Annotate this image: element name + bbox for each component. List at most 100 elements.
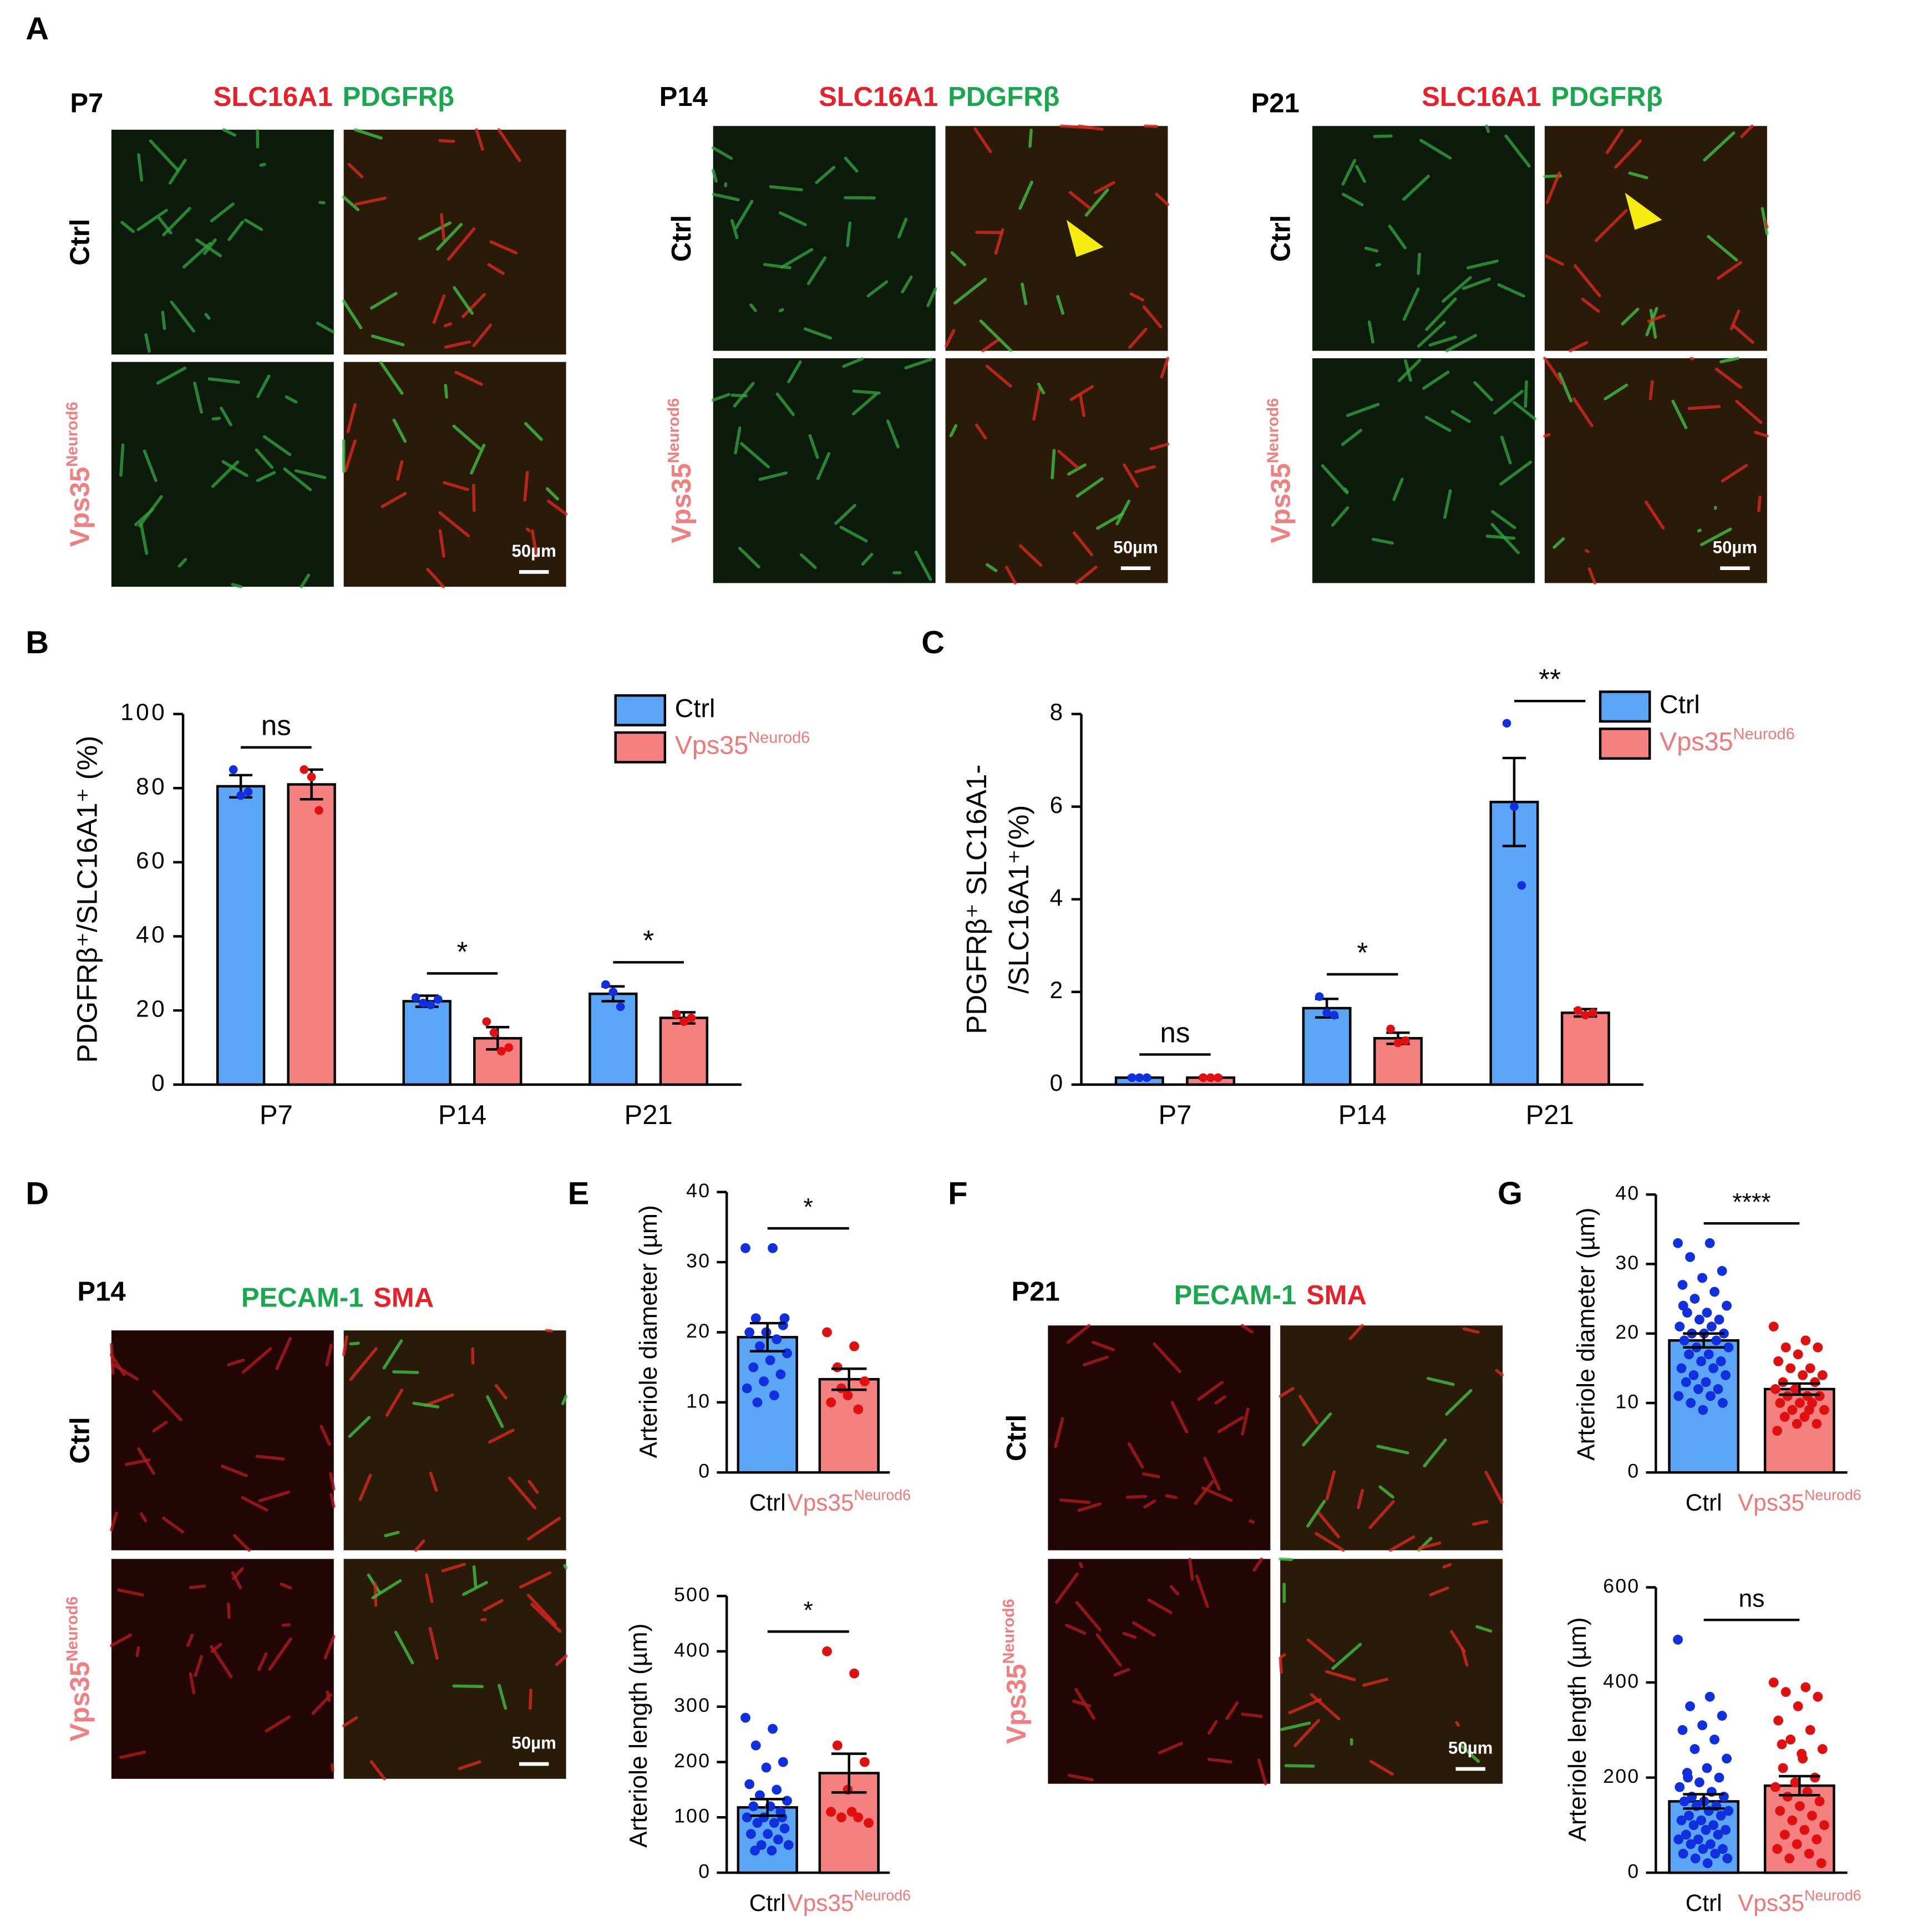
data-point [752, 1397, 763, 1407]
y-tick-label: 600 [1603, 1575, 1640, 1597]
vessel [1604, 383, 1628, 400]
vessel [1214, 1395, 1226, 1405]
bar [588, 992, 638, 1086]
row-label: Ctrl [1266, 215, 1296, 262]
vessel [1051, 449, 1056, 480]
vessel [475, 128, 484, 151]
row-label-main: Vps35 [65, 1661, 95, 1741]
vessel [316, 321, 334, 334]
bar [216, 785, 266, 1086]
vessel [1066, 1324, 1091, 1344]
vessel [342, 1335, 349, 1356]
micrograph [1312, 126, 1535, 351]
x-tick-label-main: Ctrl [1686, 1890, 1722, 1916]
bar [818, 1377, 880, 1474]
vessel [241, 1496, 268, 1512]
y-tick-label: 200 [674, 1750, 711, 1772]
vessel [1092, 1340, 1115, 1351]
data-point [307, 772, 316, 781]
data-point [1684, 1349, 1694, 1360]
data-point [1707, 1321, 1717, 1332]
vessel [1367, 320, 1374, 344]
vessel [255, 1455, 285, 1461]
vessel [1126, 1494, 1147, 1499]
vessel [497, 128, 521, 162]
vessel [382, 1339, 403, 1370]
vessel [462, 1581, 488, 1596]
data-point [1704, 1238, 1715, 1248]
vessel [342, 299, 363, 329]
significance-label: * [804, 1597, 813, 1624]
vessel [1155, 192, 1170, 206]
vessel [344, 439, 357, 472]
vessel [161, 311, 166, 331]
vessel [1378, 1485, 1394, 1499]
vessel [428, 1626, 439, 1660]
vessel [1472, 1519, 1489, 1526]
vessel [342, 195, 360, 211]
row-label: Ctrl [667, 215, 697, 262]
data-point [744, 1779, 755, 1789]
vessel [1426, 1377, 1455, 1386]
vessel [1028, 128, 1033, 148]
vessel [778, 308, 784, 313]
data-point [1711, 1335, 1722, 1346]
vessel [1648, 380, 1654, 400]
vessel [839, 526, 868, 543]
vessel [1054, 1417, 1064, 1448]
x-tick-label-main: Ctrl [749, 1890, 786, 1916]
vessel [526, 1594, 557, 1626]
data-point [1679, 1796, 1689, 1807]
significance-label: * [643, 924, 654, 956]
data-point [1807, 1811, 1817, 1821]
vessel [1497, 283, 1525, 298]
vessel [1445, 334, 1478, 353]
data-point [1673, 1391, 1684, 1401]
vessel [803, 327, 833, 340]
vessel [1078, 1562, 1083, 1568]
data-point [1792, 1419, 1802, 1429]
data-point [1805, 1725, 1815, 1735]
vessel [1587, 567, 1597, 585]
data-point [1816, 1858, 1826, 1868]
row-label-main: Ctrl [65, 218, 95, 265]
error-bar [1683, 1332, 1724, 1349]
vessel [519, 1571, 552, 1589]
vessel [529, 1688, 532, 1710]
data-point [750, 1740, 761, 1751]
data-point [1768, 1321, 1779, 1332]
vessel [385, 1388, 404, 1417]
row-label-sup: Neurod6 [63, 402, 81, 467]
vessel [265, 1715, 291, 1733]
data-point [1717, 1266, 1727, 1276]
vessel [168, 159, 187, 185]
vessel [1422, 370, 1450, 390]
vessel [136, 209, 168, 231]
vessel [285, 395, 298, 404]
row-label: Vps35Neurod6 [63, 402, 95, 547]
vessel [275, 1336, 292, 1370]
vessel [1417, 252, 1421, 275]
data-point [768, 1723, 778, 1734]
vessel [1707, 235, 1738, 262]
data-point [832, 1740, 843, 1751]
vessel [1037, 382, 1046, 395]
vessel [358, 1473, 372, 1501]
vessel [342, 1716, 358, 1728]
vessel [371, 334, 405, 347]
vessel [508, 1476, 537, 1509]
vessel [1288, 1698, 1322, 1715]
vessel [231, 1571, 242, 1589]
data-point [772, 1334, 782, 1345]
vessel [1757, 495, 1762, 512]
data-point [1787, 1815, 1798, 1826]
data-point [742, 1383, 752, 1394]
data-point [748, 1801, 759, 1812]
vessel [189, 1672, 196, 1695]
vessel [985, 563, 998, 572]
vessel [486, 1395, 504, 1428]
data-point [1780, 1342, 1791, 1353]
y-tick-label: 40 [686, 1179, 711, 1202]
y-tick-label: 0 [1627, 1460, 1640, 1482]
vessel [1455, 1721, 1460, 1727]
